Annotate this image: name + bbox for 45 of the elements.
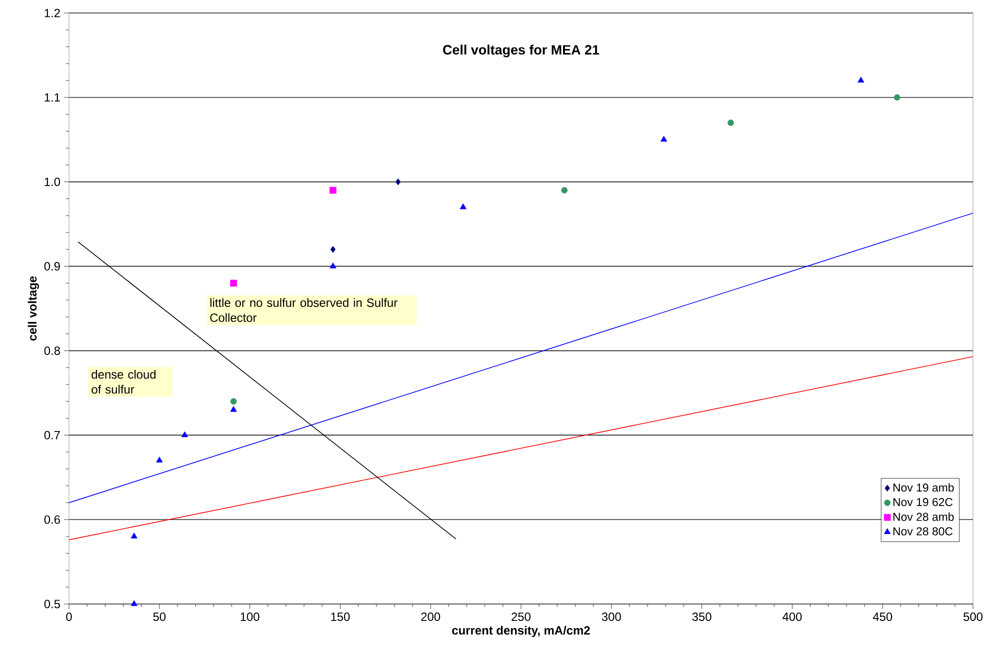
x-tick-label: 450	[872, 612, 892, 621]
y-tick-label: 0.5	[44, 600, 60, 608]
legend-label: Nov 19 62C	[893, 498, 953, 506]
x-tick-label: 0	[66, 612, 72, 621]
point	[181, 431, 188, 438]
legend-label: Nov 28 amb	[893, 512, 954, 521]
point	[460, 203, 466, 210]
y-tick-label: 1.2	[44, 8, 60, 18]
point	[858, 76, 864, 83]
point	[894, 94, 900, 101]
x-tick-label: 400	[782, 612, 802, 621]
point	[728, 120, 734, 126]
text: Cell voltages for MEA 21	[443, 44, 600, 58]
x-axis-title: current density, mA/cm2	[452, 626, 590, 637]
y-tick-label: 1.0	[44, 178, 60, 186]
annotation: dense cloud of sulfur	[92, 370, 156, 394]
y-axis-title: cell voltage	[28, 276, 40, 341]
point	[130, 600, 138, 606]
legend-label: Nov 28 80C	[893, 527, 953, 536]
x-tick-label: 500	[964, 612, 983, 621]
point	[395, 178, 401, 186]
annotation: little or no sulfur observed in Sulfur Collector	[210, 298, 398, 322]
x-tick-label: 200	[421, 612, 440, 621]
point	[156, 456, 163, 462]
y-tick-label: 0.7	[44, 430, 60, 440]
y-tick-label: 0.6	[44, 515, 60, 524]
point	[230, 406, 237, 412]
y-tick-label: 0.9	[44, 262, 60, 271]
x-tick-label: 350	[692, 612, 712, 621]
point	[330, 262, 336, 268]
point	[660, 136, 668, 142]
point	[130, 532, 138, 538]
legend-label: Nov 19 amb	[893, 483, 954, 492]
x-tick-label: 100	[240, 612, 260, 621]
x-tick-label: 300	[602, 612, 621, 621]
y-tick-label: 1.1	[44, 93, 60, 102]
point	[230, 398, 237, 405]
point	[330, 186, 336, 194]
point	[561, 187, 568, 194]
point	[230, 280, 237, 287]
y-tick-label: 0.8	[44, 346, 60, 355]
point	[330, 246, 336, 253]
x-tick-label: 50	[153, 612, 166, 621]
x-tick-label: 150	[331, 612, 350, 621]
x-tick-label: 250	[512, 612, 531, 621]
